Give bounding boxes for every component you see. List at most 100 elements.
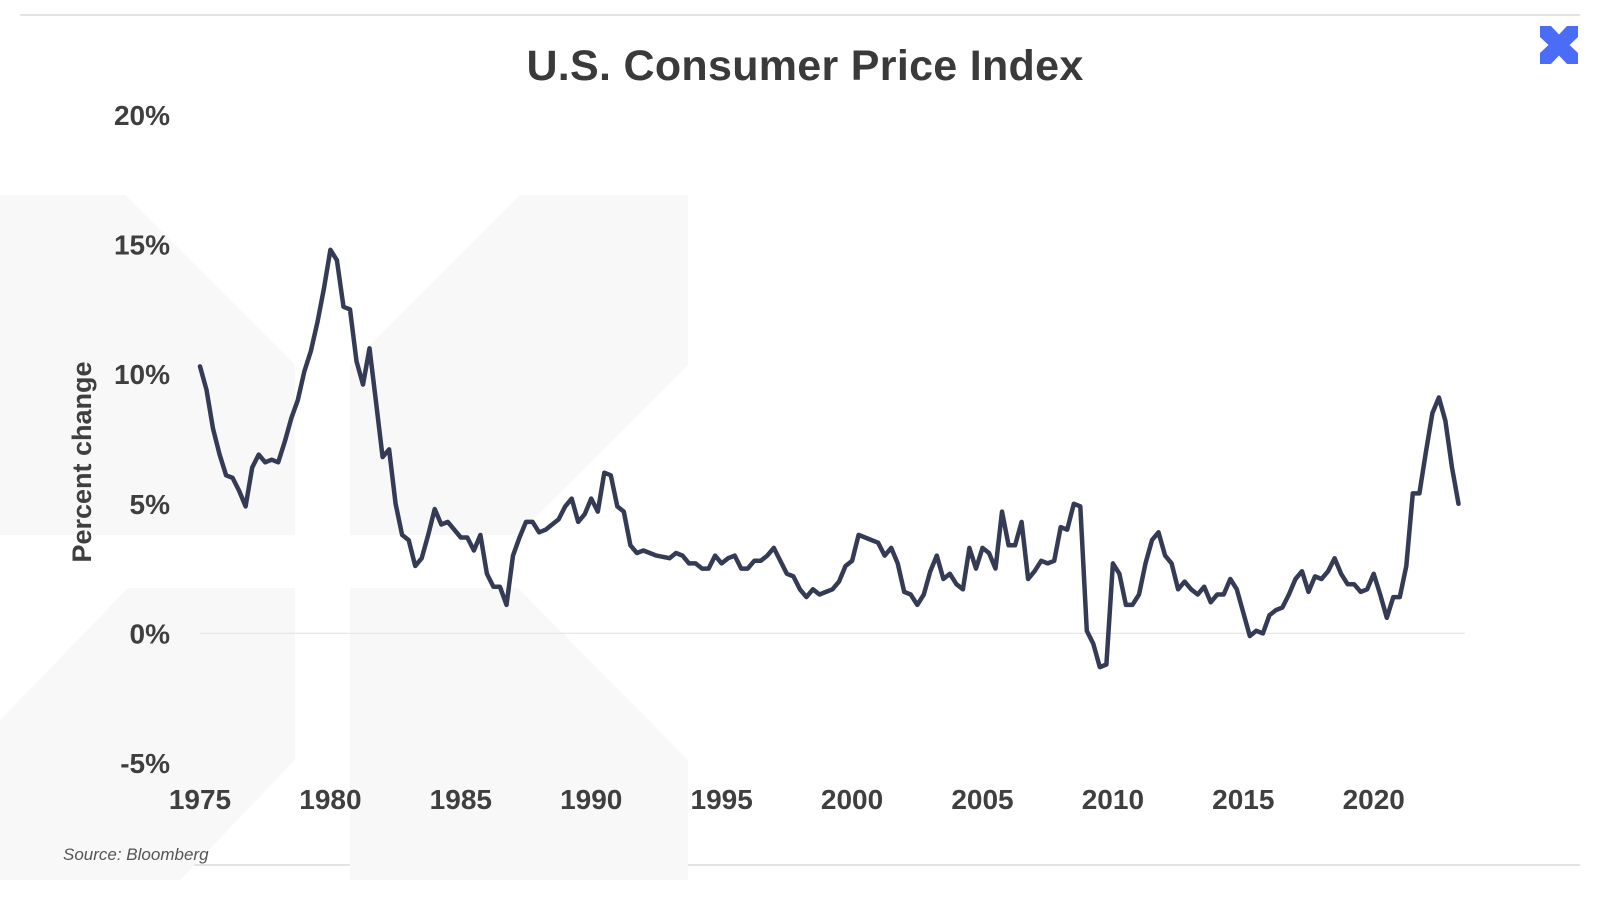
data-point: [798, 587, 802, 591]
data-point: [1209, 600, 1213, 604]
data-point: [1280, 606, 1284, 609]
data-point: [505, 603, 508, 607]
data-point: [433, 507, 437, 511]
data-point: [941, 577, 945, 581]
data-point: [407, 538, 411, 542]
data-point: [1372, 572, 1376, 576]
data-point: [211, 427, 215, 431]
data-point: [720, 561, 724, 565]
data-point: [1091, 642, 1095, 646]
data-point: [961, 587, 965, 591]
data-point: [1417, 491, 1421, 495]
data-point: [596, 510, 600, 514]
data-point: [394, 502, 398, 506]
data-point: [1346, 582, 1350, 586]
data-point: [1104, 663, 1108, 666]
data-point: [1287, 593, 1291, 596]
data-point: [628, 543, 632, 547]
data-point: [654, 554, 658, 558]
data-point: [928, 569, 932, 573]
data-point: [244, 504, 248, 508]
data-point: [1176, 587, 1180, 591]
x-tick-label: 1975: [169, 784, 231, 815]
data-point: [700, 567, 704, 571]
data-point: [296, 398, 300, 402]
data-point: [641, 549, 645, 552]
data-point: [257, 453, 261, 457]
data-point: [472, 549, 476, 552]
data-point: [1404, 564, 1408, 568]
data-point: [726, 556, 730, 560]
data-point: [368, 346, 371, 350]
data-point: [837, 580, 841, 584]
data-point: [491, 585, 495, 589]
x-tick-label: 2000: [821, 784, 883, 815]
data-point: [733, 554, 737, 558]
data-point: [1000, 510, 1004, 514]
y-tick-label: -5%: [120, 748, 170, 779]
data-point: [1144, 561, 1147, 565]
data-point: [270, 458, 274, 462]
x-tick-label: 1990: [560, 784, 622, 815]
top-divider: [20, 14, 1580, 16]
data-point: [1157, 530, 1160, 534]
data-point: [967, 546, 971, 550]
data-point: [935, 554, 939, 558]
data-point: [302, 370, 306, 374]
data-point: [622, 510, 626, 514]
data-point: [831, 587, 834, 591]
data-point: [459, 536, 463, 539]
data-point: [1078, 504, 1082, 508]
data-point: [778, 559, 782, 563]
data-point: [889, 546, 893, 550]
data-point: [609, 473, 613, 477]
data-point: [713, 554, 717, 558]
cpi-series-points: [198, 248, 1460, 669]
data-point: [759, 559, 763, 563]
data-point: [557, 517, 561, 521]
data-point: [844, 564, 847, 568]
data-point: [1430, 411, 1434, 415]
brand-x-petal-top-left: [1540, 26, 1559, 45]
data-point: [205, 388, 208, 392]
data-point: [896, 561, 900, 565]
data-point: [518, 536, 521, 539]
data-point: [1235, 587, 1239, 591]
brand-x-petal-top-right: [1559, 26, 1578, 45]
data-point: [1424, 450, 1428, 454]
data-point: [381, 455, 385, 459]
watermark-shape-bottom-right: [350, 588, 688, 880]
data-point: [981, 546, 984, 550]
data-point: [772, 546, 776, 550]
x-tick-label: 2005: [951, 784, 1013, 815]
data-point: [1398, 595, 1402, 599]
data-point: [1111, 561, 1115, 565]
data-point: [452, 528, 456, 532]
data-point: [1352, 582, 1356, 586]
data-point: [635, 551, 639, 555]
data-point: [309, 349, 313, 353]
chart-title: U.S. Consumer Price Index: [526, 42, 1084, 90]
data-point: [954, 582, 958, 586]
data-point: [1437, 396, 1441, 399]
data-point: [902, 590, 906, 594]
data-point: [974, 567, 978, 571]
y-axis: -5% 0% 5% 10% 15% 20%: [114, 100, 170, 779]
data-point: [374, 401, 378, 405]
data-point: [1202, 585, 1206, 589]
data-point: [439, 523, 443, 526]
data-point: [994, 567, 997, 571]
data-point: [589, 497, 593, 501]
watermark-shape-top-left: [0, 195, 295, 535]
data-point: [563, 504, 567, 508]
data-point: [420, 556, 424, 560]
data-point: [413, 564, 417, 568]
data-point: [1307, 590, 1310, 594]
x-axis: 1975 1980 1985 1990 1995 2000 2005 2010 2015 2020: [169, 784, 1405, 815]
data-point: [922, 593, 926, 596]
data-point: [948, 572, 952, 576]
data-point: [1020, 520, 1024, 524]
data-point: [1294, 577, 1297, 581]
